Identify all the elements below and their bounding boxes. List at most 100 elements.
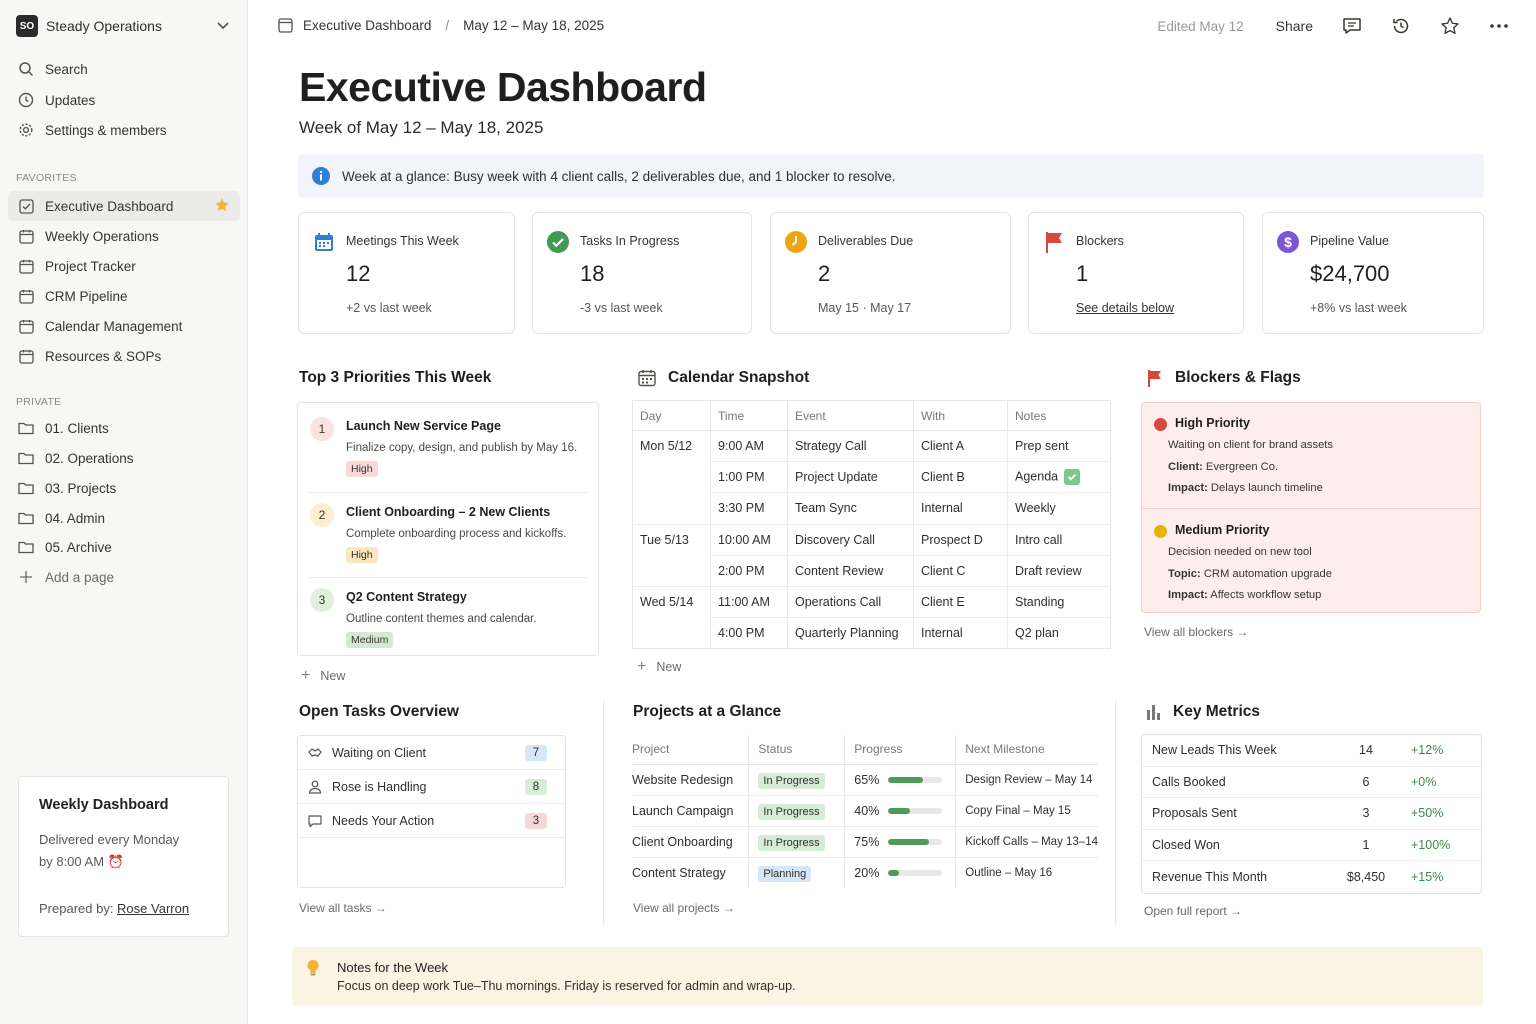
cell-day: Mon 5/12	[632, 430, 711, 525]
priority-title: Q2 Content Strategy	[346, 590, 467, 604]
comment-icon[interactable]	[1341, 15, 1363, 37]
sidebar-item-label: Search	[45, 61, 88, 77]
view-all-tasks-link[interactable]: View all tasks →	[299, 901, 387, 915]
page-subtitle: Week of May 12 – May 18, 2025	[299, 118, 544, 137]
stat-label: Meetings This Week	[346, 234, 459, 248]
stat-card-pipeline[interactable]: $ Pipeline Value $24,700 +8% vs last wee…	[1262, 212, 1484, 334]
sidebar-item-label: Updates	[45, 92, 96, 108]
cell-event: Project Update	[787, 461, 914, 494]
sidebar-item-search[interactable]: Search	[8, 54, 240, 84]
sidebar: SO Steady Operations Search Updates Sett…	[0, 0, 248, 1024]
table-row[interactable]: Mon 5/12 9:00 AM Strategy Call Client A …	[632, 430, 1111, 525]
add-page-label: Add a page	[45, 569, 115, 585]
metric-row[interactable]: Proposals Sent 3 +50%	[1142, 798, 1481, 830]
notes-text: Focus on deep work Tue–Thu mornings. Fri…	[337, 979, 796, 993]
share-button[interactable]: Share	[1275, 18, 1313, 34]
stat-card-meetings[interactable]: Meetings This Week 12 +2 vs last week	[298, 212, 515, 334]
table-row[interactable]: Wed 5/14 11:00 AM Operations Call Client…	[632, 586, 1111, 650]
bar-chart-icon	[1147, 704, 1161, 720]
cell-notes: Standing	[1007, 586, 1111, 619]
cell-with: Prospect D	[913, 524, 1008, 556]
blocker-topic: Topic: CRM automation upgrade	[1168, 568, 1332, 580]
table-row[interactable]: Launch Campaign In Progress 40% Copy Fin…	[632, 795, 1098, 827]
star-outline-icon[interactable]	[1439, 15, 1461, 37]
stat-sub: +2 vs last week	[346, 301, 432, 315]
add-event-button[interactable]: + New	[637, 658, 681, 676]
progress-label: 75%	[854, 834, 880, 849]
sidebar-item-label: 04. Admin	[45, 510, 106, 526]
table-row[interactable]: Website Redesign In Progress 65% Design …	[632, 764, 1098, 796]
col-event[interactable]: Event	[787, 400, 914, 431]
cell-status: In Progress	[748, 795, 845, 827]
cell-milestone: Kickoff Calls – May 13–14	[955, 826, 1098, 858]
task-row-waiting[interactable]: Waiting on Client 7	[298, 736, 565, 770]
task-row-rose[interactable]: Rose is Handling 8	[298, 770, 565, 804]
prepared-by-link[interactable]: Rose Varron	[117, 901, 190, 916]
priority-desc: Outline content themes and calendar.	[346, 613, 537, 625]
stat-sub: May 15 · May 17	[818, 301, 912, 315]
stat-card-deliverables[interactable]: Deliverables Due 2 May 15 · May 17	[770, 212, 1011, 334]
table-row[interactable]: Client Onboarding In Progress 75% Kickof…	[632, 826, 1098, 858]
col-milestone[interactable]: Next Milestone	[955, 735, 1098, 765]
metric-row[interactable]: New Leads This Week 14 +12%	[1142, 735, 1481, 767]
table-row[interactable]: 2:00 PM Content Review Client C Draft re…	[633, 555, 1111, 587]
weekly-card-line-1: Delivered every Monday	[39, 832, 180, 847]
col-status[interactable]: Status	[748, 735, 845, 765]
sidebar-item-calendar-management[interactable]: Calendar Management	[8, 311, 240, 341]
status-badge: In Progress	[758, 772, 825, 789]
workspace-switcher[interactable]: SO Steady Operations	[16, 14, 233, 38]
sidebar-item-weekly-operations[interactable]: Weekly Operations	[8, 221, 240, 251]
col-day[interactable]: Day	[632, 400, 711, 431]
prepared-by: Prepared by: Rose Varron	[39, 901, 189, 916]
breadcrumb-page[interactable]: Executive Dashboard	[303, 18, 432, 33]
sidebar-item-executive-dashboard[interactable]: Executive Dashboard	[8, 191, 240, 221]
col-notes[interactable]: Notes	[1007, 400, 1111, 431]
sidebar-item-operations[interactable]: 02. Operations	[8, 443, 240, 473]
col-with[interactable]: With	[913, 400, 1008, 431]
col-project[interactable]: Project	[632, 735, 749, 765]
sidebar-item-project-tracker[interactable]: Project Tracker	[8, 251, 240, 281]
sidebar-item-updates[interactable]: Updates	[8, 85, 240, 115]
breadcrumb-separator: /	[445, 18, 450, 33]
cell-project: Client Onboarding	[632, 826, 749, 858]
stat-card-blockers[interactable]: Blockers 1 See details below	[1028, 212, 1244, 334]
sidebar-item-resources-sops[interactable]: Resources & SOPs	[8, 341, 240, 371]
table-row[interactable]: 4:00 PM Quarterly Planning Internal Q2 p…	[633, 617, 1111, 650]
table-row[interactable]: Content Strategy Planning 20% Outline – …	[632, 857, 1098, 888]
open-full-report-link[interactable]: Open full report →	[1144, 904, 1243, 918]
projects-title: Projects at a Glance	[633, 703, 782, 720]
sidebar-item-admin[interactable]: 04. Admin	[8, 503, 240, 533]
checkmark-icon	[1064, 469, 1081, 486]
more-icon[interactable]	[1488, 15, 1510, 37]
sidebar-item-crm-pipeline[interactable]: CRM Pipeline	[8, 281, 240, 311]
task-row-needs-action[interactable]: Needs Your Action 3	[298, 804, 565, 838]
stat-card-tasks[interactable]: Tasks In Progress 18 -3 vs last week	[532, 212, 752, 334]
metric-row[interactable]: Calls Booked 6 +0%	[1142, 767, 1481, 798]
sidebar-item-settings[interactable]: Settings & members	[8, 115, 240, 145]
sidebar-item-clients[interactable]: 01. Clients	[8, 413, 240, 443]
add-page-button[interactable]: Add a page	[8, 562, 240, 592]
metric-row[interactable]: Closed Won 1 +100%	[1142, 830, 1481, 861]
plus-icon: +	[637, 658, 647, 675]
add-priority-button[interactable]: + New	[301, 667, 345, 685]
col-progress[interactable]: Progress	[844, 735, 956, 765]
table-row[interactable]: 1:00 PM Project Update Client B Agenda	[633, 461, 1111, 494]
sidebar-item-archive[interactable]: 05. Archive	[8, 532, 240, 562]
history-icon[interactable]	[1390, 15, 1412, 37]
blockers-title-text: Blockers & Flags	[1175, 369, 1301, 386]
progress-fill	[888, 839, 929, 846]
column-divider	[1115, 700, 1116, 925]
see-details-link[interactable]: See details below	[1076, 301, 1174, 315]
sidebar-item-projects[interactable]: 03. Projects	[8, 473, 240, 503]
table-row[interactable]: 3:30 PM Team Sync Internal Weekly	[633, 492, 1111, 525]
progress-bar	[888, 870, 943, 877]
priority-title: Client Onboarding – 2 New Clients	[346, 505, 551, 519]
view-all-projects-link[interactable]: View all projects →	[633, 901, 735, 915]
breadcrumb-range[interactable]: May 12 – May 18, 2025	[463, 18, 605, 33]
cell-time: 4:00 PM	[710, 617, 788, 650]
sidebar-item-label: 03. Projects	[45, 480, 117, 496]
view-all-blockers-link[interactable]: View all blockers →	[1144, 625, 1249, 639]
table-row[interactable]: Tue 5/13 10:00 AM Discovery Call Prospec…	[632, 524, 1111, 587]
col-time[interactable]: Time	[710, 400, 788, 431]
metric-row[interactable]: Revenue This Month $8,450 +15%	[1142, 861, 1481, 893]
